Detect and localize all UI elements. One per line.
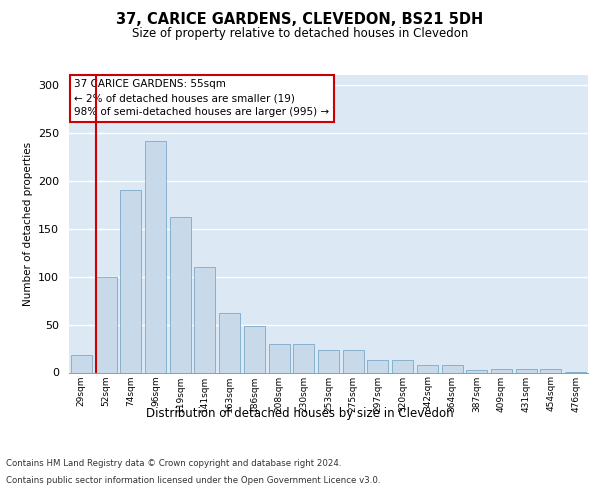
- Bar: [367, 360, 388, 372]
- Bar: [145, 141, 166, 372]
- Bar: [293, 344, 314, 372]
- Y-axis label: Number of detached properties: Number of detached properties: [23, 142, 32, 306]
- Bar: [541, 368, 562, 372]
- Bar: [318, 350, 339, 372]
- Bar: [194, 267, 215, 372]
- Bar: [170, 217, 191, 372]
- Text: 37, CARICE GARDENS, CLEVEDON, BS21 5DH: 37, CARICE GARDENS, CLEVEDON, BS21 5DH: [116, 12, 484, 28]
- Bar: [516, 368, 537, 372]
- Bar: [120, 190, 141, 372]
- Text: Contains HM Land Registry data © Crown copyright and database right 2024.: Contains HM Land Registry data © Crown c…: [6, 458, 341, 468]
- Text: 37 CARICE GARDENS: 55sqm
← 2% of detached houses are smaller (19)
98% of semi-de: 37 CARICE GARDENS: 55sqm ← 2% of detache…: [74, 80, 329, 118]
- Bar: [392, 360, 413, 372]
- Bar: [219, 313, 240, 372]
- Bar: [71, 355, 92, 372]
- Bar: [343, 350, 364, 372]
- Bar: [95, 278, 116, 372]
- Bar: [442, 365, 463, 372]
- Bar: [417, 365, 438, 372]
- Bar: [269, 344, 290, 372]
- Text: Contains public sector information licensed under the Open Government Licence v3: Contains public sector information licen…: [6, 476, 380, 485]
- Text: Size of property relative to detached houses in Clevedon: Size of property relative to detached ho…: [132, 28, 468, 40]
- Bar: [491, 368, 512, 372]
- Text: Distribution of detached houses by size in Clevedon: Distribution of detached houses by size …: [146, 408, 454, 420]
- Bar: [244, 326, 265, 372]
- Bar: [466, 370, 487, 372]
